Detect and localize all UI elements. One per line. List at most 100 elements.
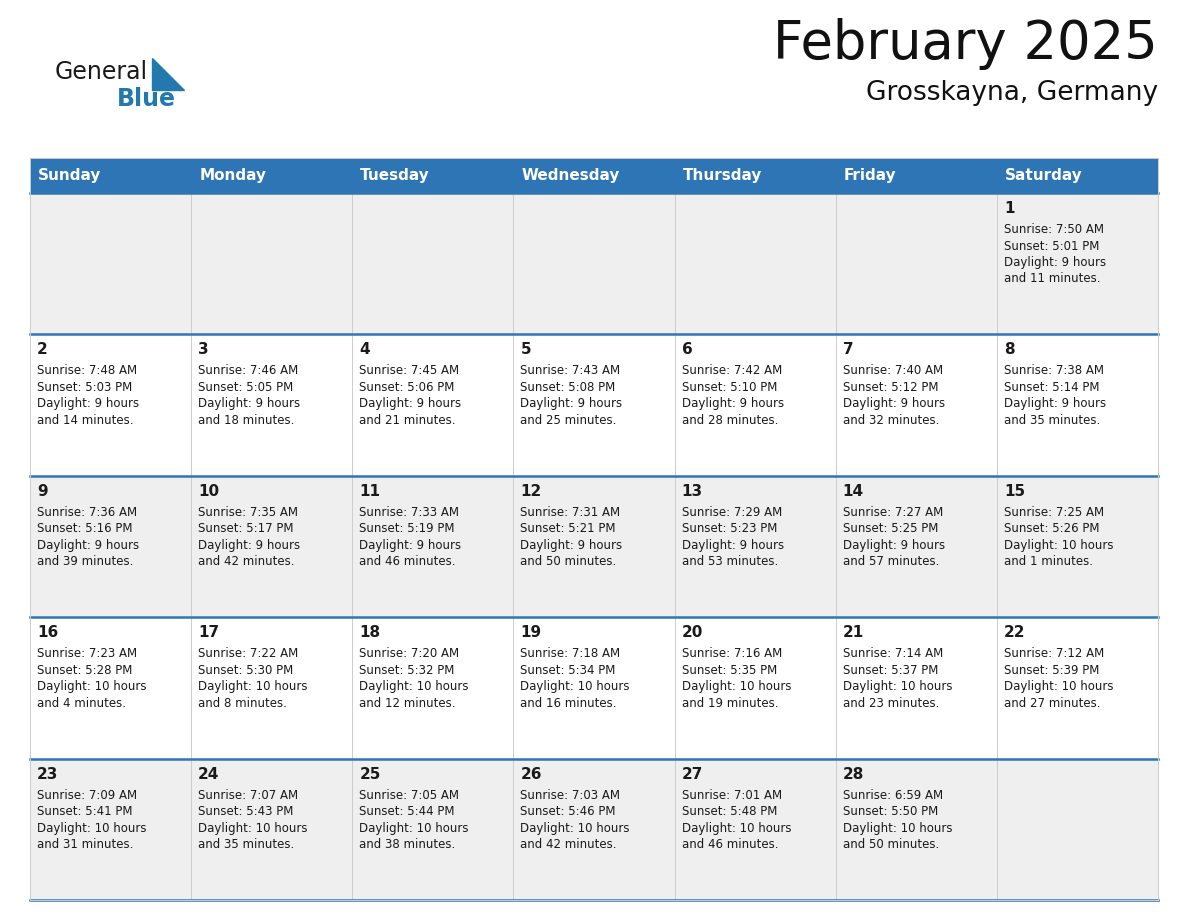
Text: Daylight: 10 hours: Daylight: 10 hours bbox=[37, 822, 146, 834]
Text: Wednesday: Wednesday bbox=[522, 168, 620, 183]
Text: Sunrise: 7:27 AM: Sunrise: 7:27 AM bbox=[842, 506, 943, 519]
Text: 25: 25 bbox=[359, 767, 380, 781]
Text: 27: 27 bbox=[682, 767, 703, 781]
Text: Daylight: 9 hours: Daylight: 9 hours bbox=[520, 397, 623, 410]
Bar bbox=[835, 476, 997, 617]
Text: Sunset: 5:44 PM: Sunset: 5:44 PM bbox=[359, 805, 455, 818]
Bar bbox=[191, 617, 353, 758]
Text: Sunrise: 6:59 AM: Sunrise: 6:59 AM bbox=[842, 789, 943, 801]
Text: Sunset: 5:35 PM: Sunset: 5:35 PM bbox=[682, 664, 777, 677]
Text: Daylight: 9 hours: Daylight: 9 hours bbox=[520, 539, 623, 552]
Text: 1: 1 bbox=[1004, 201, 1015, 216]
Text: Saturday: Saturday bbox=[1005, 168, 1082, 183]
Bar bbox=[835, 334, 997, 476]
Text: Sunset: 5:17 PM: Sunset: 5:17 PM bbox=[198, 522, 293, 535]
Text: Daylight: 9 hours: Daylight: 9 hours bbox=[1004, 397, 1106, 410]
Bar bbox=[513, 193, 675, 334]
Bar bbox=[675, 758, 835, 900]
Text: Sunset: 5:50 PM: Sunset: 5:50 PM bbox=[842, 805, 939, 818]
Text: and 42 minutes.: and 42 minutes. bbox=[520, 838, 617, 851]
Text: and 23 minutes.: and 23 minutes. bbox=[842, 697, 939, 710]
Text: Sunset: 5:37 PM: Sunset: 5:37 PM bbox=[842, 664, 939, 677]
Text: Daylight: 10 hours: Daylight: 10 hours bbox=[359, 822, 469, 834]
Bar bbox=[675, 476, 835, 617]
Text: Tuesday: Tuesday bbox=[360, 168, 430, 183]
Text: Daylight: 9 hours: Daylight: 9 hours bbox=[682, 397, 784, 410]
Text: Sunrise: 7:38 AM: Sunrise: 7:38 AM bbox=[1004, 364, 1104, 377]
Text: Sunset: 5:34 PM: Sunset: 5:34 PM bbox=[520, 664, 615, 677]
Text: 14: 14 bbox=[842, 484, 864, 498]
Text: Daylight: 9 hours: Daylight: 9 hours bbox=[198, 397, 301, 410]
Bar bbox=[997, 334, 1158, 476]
Text: Sunrise: 7:46 AM: Sunrise: 7:46 AM bbox=[198, 364, 298, 377]
Bar bbox=[835, 758, 997, 900]
Text: 20: 20 bbox=[682, 625, 703, 640]
Bar bbox=[513, 476, 675, 617]
Bar bbox=[997, 617, 1158, 758]
Bar bbox=[675, 193, 835, 334]
Text: Sunrise: 7:35 AM: Sunrise: 7:35 AM bbox=[198, 506, 298, 519]
Text: Sunset: 5:48 PM: Sunset: 5:48 PM bbox=[682, 805, 777, 818]
Bar bbox=[997, 476, 1158, 617]
Bar bbox=[513, 334, 675, 476]
Text: and 42 minutes.: and 42 minutes. bbox=[198, 555, 295, 568]
Text: 21: 21 bbox=[842, 625, 864, 640]
Text: Sunset: 5:08 PM: Sunset: 5:08 PM bbox=[520, 381, 615, 394]
Text: and 53 minutes.: and 53 minutes. bbox=[682, 555, 778, 568]
Bar bbox=[835, 617, 997, 758]
Text: Sunrise: 7:20 AM: Sunrise: 7:20 AM bbox=[359, 647, 460, 660]
Text: Sunrise: 7:09 AM: Sunrise: 7:09 AM bbox=[37, 789, 137, 801]
Text: and 57 minutes.: and 57 minutes. bbox=[842, 555, 939, 568]
Text: Sunrise: 7:14 AM: Sunrise: 7:14 AM bbox=[842, 647, 943, 660]
Text: Monday: Monday bbox=[200, 168, 266, 183]
Text: and 8 minutes.: and 8 minutes. bbox=[198, 697, 287, 710]
Text: 7: 7 bbox=[842, 342, 853, 357]
Text: 10: 10 bbox=[198, 484, 220, 498]
Bar bbox=[30, 193, 191, 334]
Text: 6: 6 bbox=[682, 342, 693, 357]
Text: 23: 23 bbox=[37, 767, 58, 781]
Text: and 11 minutes.: and 11 minutes. bbox=[1004, 273, 1100, 285]
Text: Sunset: 5:10 PM: Sunset: 5:10 PM bbox=[682, 381, 777, 394]
Text: and 35 minutes.: and 35 minutes. bbox=[1004, 414, 1100, 427]
Bar bbox=[191, 476, 353, 617]
Text: Sunrise: 7:45 AM: Sunrise: 7:45 AM bbox=[359, 364, 460, 377]
Text: Daylight: 10 hours: Daylight: 10 hours bbox=[1004, 680, 1113, 693]
Text: Daylight: 10 hours: Daylight: 10 hours bbox=[198, 680, 308, 693]
Text: and 12 minutes.: and 12 minutes. bbox=[359, 697, 456, 710]
Bar bbox=[191, 334, 353, 476]
Text: Daylight: 10 hours: Daylight: 10 hours bbox=[682, 822, 791, 834]
Text: 13: 13 bbox=[682, 484, 702, 498]
Text: Sunrise: 7:23 AM: Sunrise: 7:23 AM bbox=[37, 647, 137, 660]
Bar bbox=[353, 758, 513, 900]
Text: Sunset: 5:05 PM: Sunset: 5:05 PM bbox=[198, 381, 293, 394]
Bar bbox=[675, 334, 835, 476]
Text: Daylight: 9 hours: Daylight: 9 hours bbox=[359, 397, 461, 410]
Text: and 21 minutes.: and 21 minutes. bbox=[359, 414, 456, 427]
Bar bbox=[191, 193, 353, 334]
Text: Sunrise: 7:05 AM: Sunrise: 7:05 AM bbox=[359, 789, 460, 801]
Text: Sunrise: 7:40 AM: Sunrise: 7:40 AM bbox=[842, 364, 943, 377]
Text: Sunrise: 7:18 AM: Sunrise: 7:18 AM bbox=[520, 647, 620, 660]
Bar bbox=[513, 758, 675, 900]
Text: and 39 minutes.: and 39 minutes. bbox=[37, 555, 133, 568]
Polygon shape bbox=[152, 58, 184, 90]
Text: Friday: Friday bbox=[843, 168, 896, 183]
Text: 5: 5 bbox=[520, 342, 531, 357]
Bar bbox=[675, 617, 835, 758]
Text: Daylight: 10 hours: Daylight: 10 hours bbox=[842, 680, 953, 693]
Text: and 25 minutes.: and 25 minutes. bbox=[520, 414, 617, 427]
Bar bbox=[30, 476, 191, 617]
Bar bbox=[353, 476, 513, 617]
Text: and 32 minutes.: and 32 minutes. bbox=[842, 414, 939, 427]
Text: Sunrise: 7:42 AM: Sunrise: 7:42 AM bbox=[682, 364, 782, 377]
Bar bbox=[513, 617, 675, 758]
Text: Daylight: 9 hours: Daylight: 9 hours bbox=[682, 539, 784, 552]
Text: Sunrise: 7:16 AM: Sunrise: 7:16 AM bbox=[682, 647, 782, 660]
Text: February 2025: February 2025 bbox=[773, 18, 1158, 70]
Text: Sunset: 5:06 PM: Sunset: 5:06 PM bbox=[359, 381, 455, 394]
Text: Daylight: 10 hours: Daylight: 10 hours bbox=[198, 822, 308, 834]
Text: and 1 minutes.: and 1 minutes. bbox=[1004, 555, 1093, 568]
Text: Sunrise: 7:36 AM: Sunrise: 7:36 AM bbox=[37, 506, 137, 519]
Text: Daylight: 10 hours: Daylight: 10 hours bbox=[1004, 539, 1113, 552]
